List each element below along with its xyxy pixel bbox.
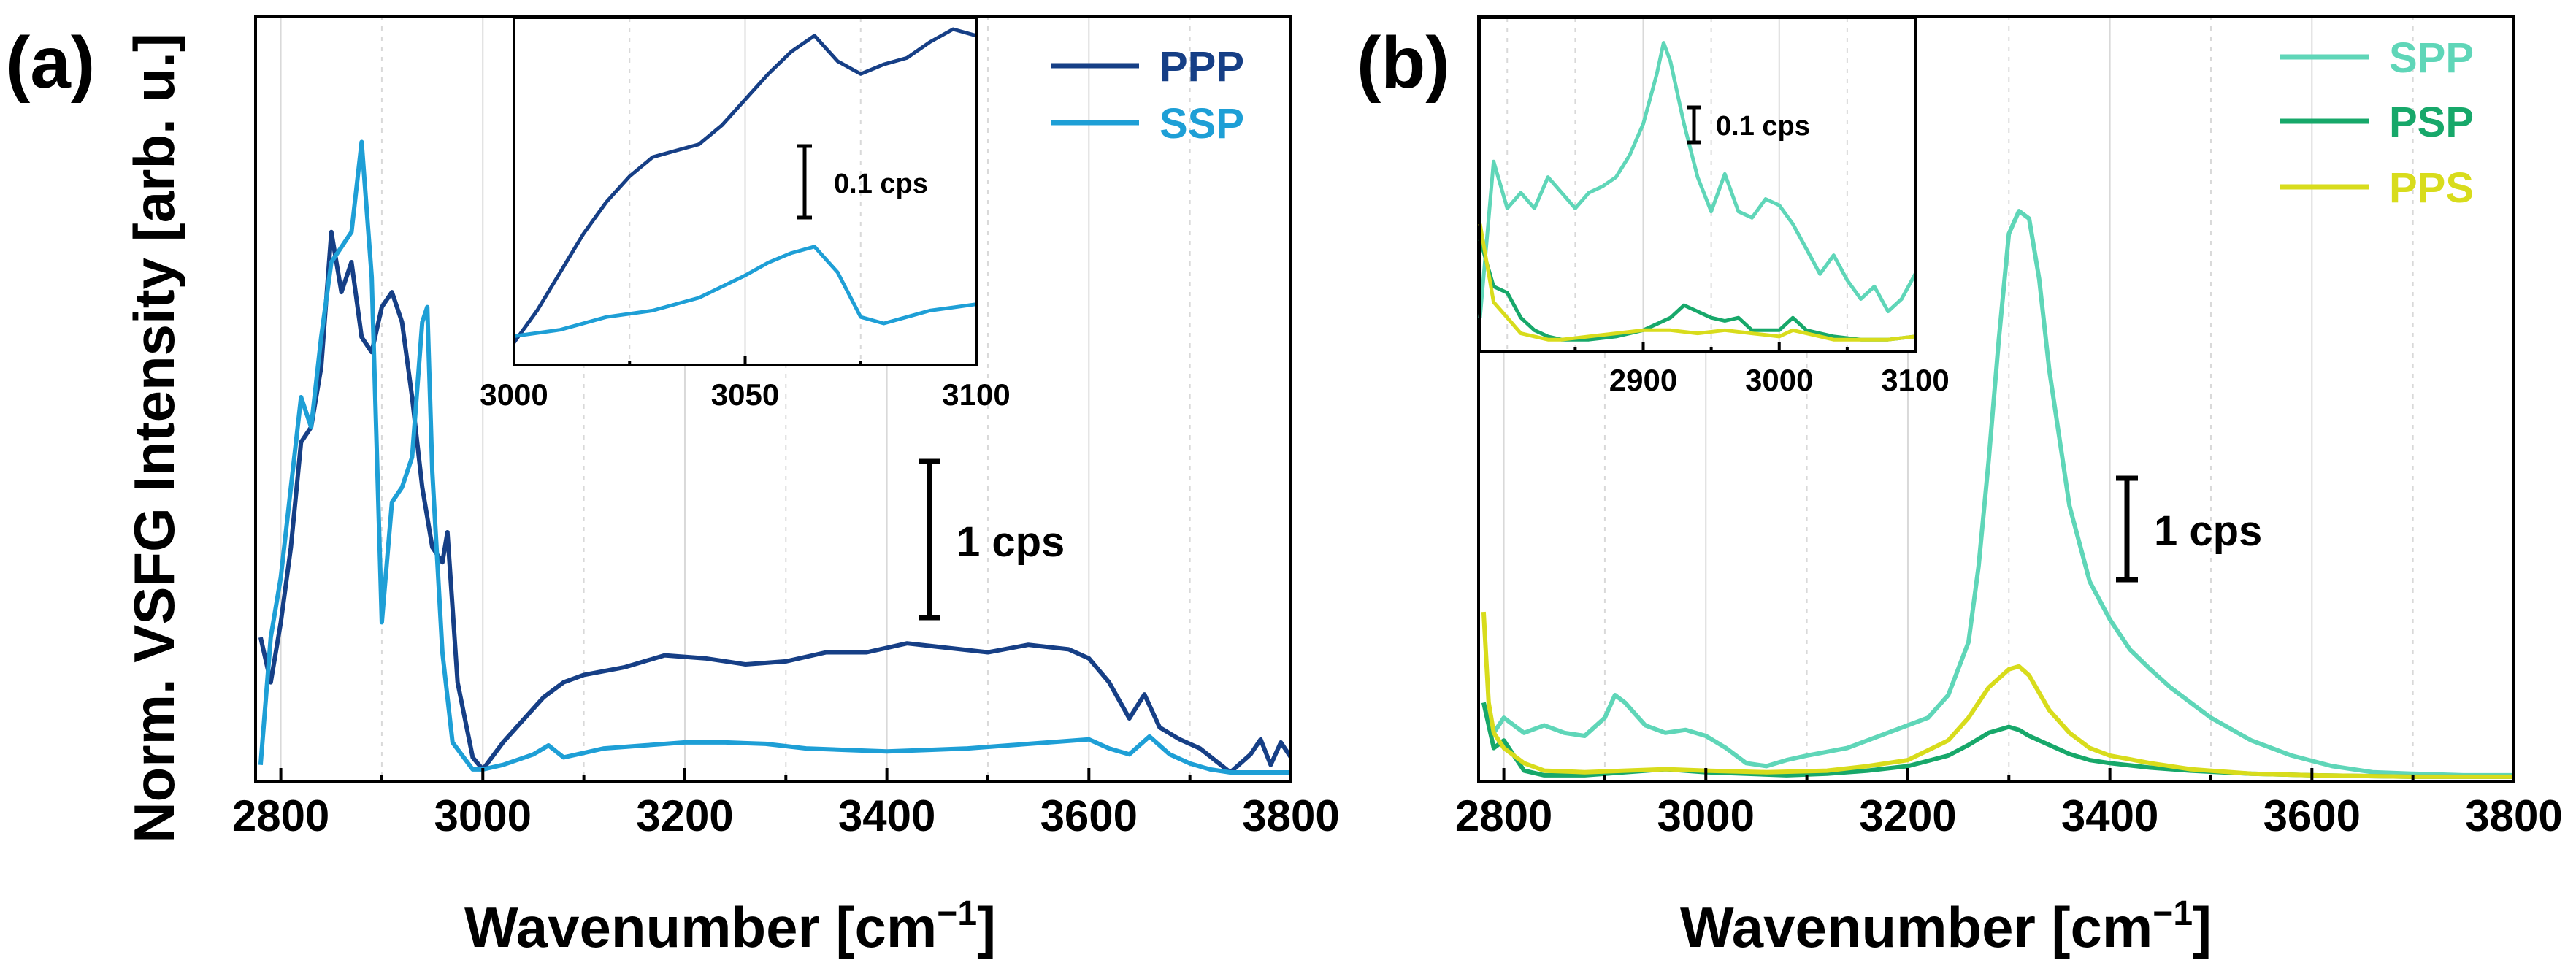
legend-label-ssp: SSP — [1159, 100, 1244, 147]
panel-b-label: (b) — [1357, 22, 1450, 104]
series-line-pps — [1481, 611, 2514, 779]
series-line-psp — [1478, 239, 1916, 342]
panel-a-label: (a) — [6, 22, 95, 104]
legend-label-psp: PSP — [2389, 99, 2474, 146]
series-line-spp — [1481, 209, 2514, 778]
x-axis-label-a: Wavenumber [cm−1] — [464, 894, 996, 959]
x-tick-label: 3000 — [1657, 791, 1755, 840]
x-tick-label: 3800 — [1242, 791, 1339, 840]
x-tick-label: 3100 — [1881, 363, 1949, 397]
series-line-ppp — [258, 229, 1293, 775]
legend-label-pps: PPS — [2389, 164, 2474, 212]
x-tick-label: 3600 — [2263, 791, 2361, 840]
inset-a: 3000 3050 3100 0.1 cps — [480, 16, 1011, 412]
series-line-ssp — [258, 139, 1291, 775]
inset-b-ticks: 2900 3000 3100 — [1573, 342, 1950, 397]
x-tick-label: 3200 — [636, 791, 733, 840]
inset-b-scale-bar-label: 0.1 cps — [1716, 111, 1810, 142]
series-line-ppp — [512, 27, 977, 344]
panel-b-frame — [1477, 15, 2515, 783]
x-tick-label: 3000 — [480, 377, 548, 412]
panel-b: 2800 3000 3200 3400 3600 3800 2900 3000 3100 0.… — [1455, 15, 2563, 840]
x-tick-label: 3800 — [2465, 791, 2562, 840]
inset-a-series — [512, 27, 977, 344]
x-tick-label: 3000 — [434, 791, 532, 840]
panel-a: 2800 3000 3200 3400 3600 3800 3000 3050 3100 0.… — [232, 15, 1340, 840]
x-tick-label: 3400 — [838, 791, 935, 840]
legend-label-ppp: PPP — [1159, 43, 1244, 91]
x-tick-label: 3600 — [1040, 791, 1138, 840]
panel-a-scale-bar: 1 cps — [919, 458, 1065, 621]
x-tick-label: 2900 — [1609, 363, 1677, 397]
panel-b-scale-bar: 1 cps — [2116, 475, 2262, 583]
panel-a-ticks: 2800 3000 3200 3400 3600 3800 — [232, 768, 1340, 840]
panel-a-series — [258, 139, 1293, 775]
series-line-ssp — [513, 245, 977, 338]
inset-a-scale-bar: 0.1 cps — [797, 144, 928, 220]
inset-a-grid — [629, 18, 862, 365]
series-line-psp — [1481, 702, 2514, 779]
series-line-pps — [1478, 223, 1916, 342]
y-axis-label: Norm. VSFG Intensity [arb. u.] — [122, 33, 186, 843]
inset-a-scale-bar-label: 0.1 cps — [834, 169, 928, 199]
panel-b-ticks: 2800 3000 3200 3400 3600 3800 — [1455, 768, 2563, 840]
inset-a-ticks: 3000 3050 3100 — [480, 356, 1011, 412]
x-tick-label: 3200 — [1859, 791, 1956, 840]
panel-a-legend: PPP SSP — [1051, 43, 1244, 147]
x-tick-label: 3050 — [711, 377, 779, 412]
x-axis-label-b: Wavenumber [cm−1] — [1680, 894, 2212, 959]
x-tick-label: 3400 — [2061, 791, 2158, 840]
inset-b-scale-bar: 0.1 cps — [1687, 105, 1810, 145]
panel-a-scale-bar-label: 1 cps — [957, 518, 1065, 566]
x-tick-label: 2800 — [232, 791, 329, 840]
inset-b: 2900 3000 3100 0.1 cps — [1478, 16, 1950, 397]
inset-b-series — [1478, 41, 1917, 342]
x-tick-label: 2800 — [1455, 791, 1552, 840]
panel-b-scale-bar-label: 1 cps — [2154, 507, 2262, 555]
inset-b-frame — [1479, 16, 1917, 353]
x-tick-label: 3100 — [942, 377, 1010, 412]
legend-label-spp: SPP — [2389, 34, 2474, 82]
panel-b-legend: SPP PSP PPS — [2280, 34, 2474, 212]
series-line-spp — [1478, 41, 1917, 318]
panel-b-series — [1481, 209, 2514, 779]
x-tick-label: 3000 — [1745, 363, 1813, 397]
